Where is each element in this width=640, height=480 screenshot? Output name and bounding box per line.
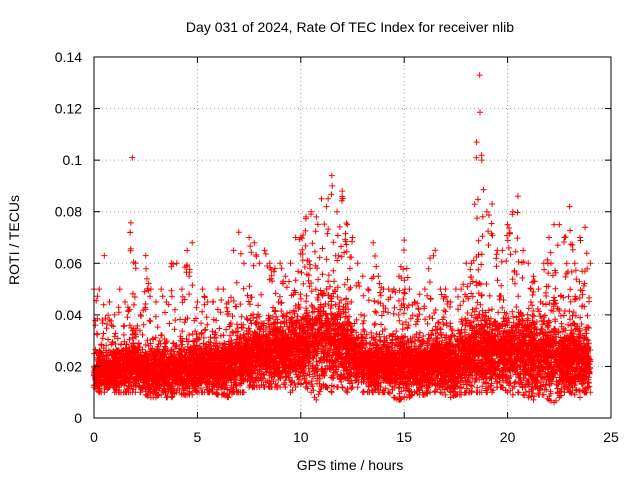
x-tick-labels: 0 5 10 15 20 25 (90, 429, 619, 445)
x-tick-label: 20 (500, 429, 516, 445)
y-tick-label: 0.02 (55, 358, 82, 374)
x-tick-label: 15 (396, 429, 412, 445)
x-tick-label: 10 (293, 429, 309, 445)
y-tick-label: 0.14 (55, 49, 82, 65)
y-tick-label: 0.12 (55, 101, 82, 117)
x-axis-label: GPS time / hours (297, 457, 404, 473)
y-tick-label: 0.08 (55, 204, 82, 220)
x-tick-label: 0 (90, 429, 98, 445)
y-tick-label: 0.1 (63, 152, 83, 168)
y-tick-labels: 0 0.02 0.04 0.06 0.08 0.1 0.12 0.14 (55, 49, 82, 426)
x-tick-label: 25 (603, 429, 619, 445)
y-tick-label: 0 (74, 410, 82, 426)
y-tick-label: 0.06 (55, 255, 82, 271)
y-axis-label: ROTI / TECUs (6, 195, 22, 285)
roti-plus-markers (91, 72, 594, 406)
y-tick-label: 0.04 (55, 307, 82, 323)
chart-title: Day 031 of 2024, Rate Of TEC Index for r… (186, 19, 514, 35)
scatter-points (91, 72, 594, 406)
x-tick-label: 5 (194, 429, 202, 445)
axis-ticks (93, 56, 612, 419)
plot-frame (93, 56, 612, 419)
